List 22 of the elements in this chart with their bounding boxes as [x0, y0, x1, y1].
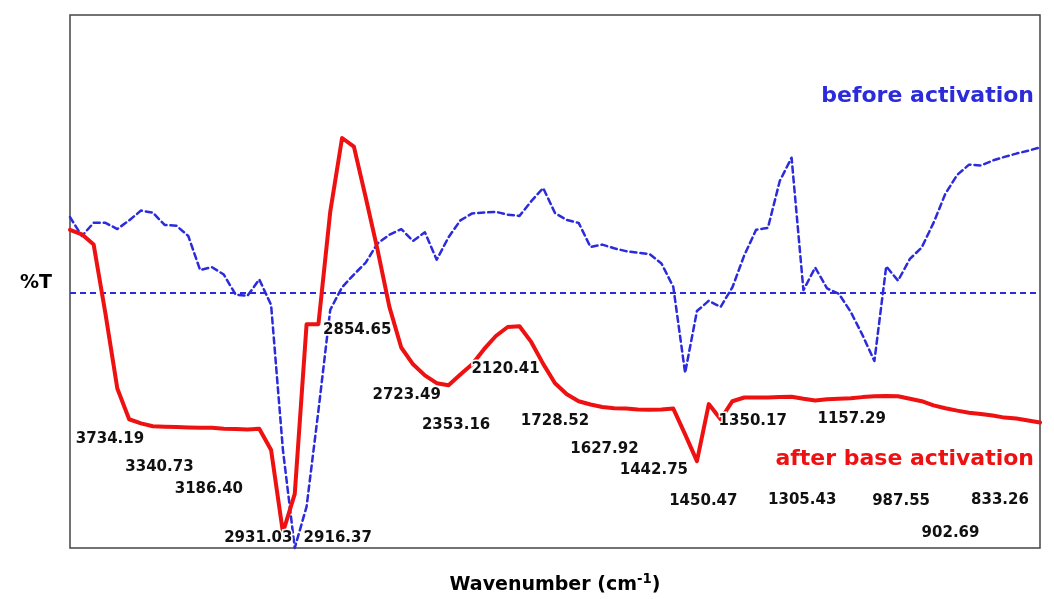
annotation: 1157.29	[817, 409, 886, 428]
series-label: after base activation	[775, 444, 1034, 470]
annotation: 1442.75	[619, 459, 689, 478]
annotation: 3734.19	[75, 429, 145, 448]
x-axis-title: Wavenumber (cm$^{-1}$)	[449, 570, 661, 594]
annotation: 1350.17	[718, 411, 787, 430]
annotation: 2916.37	[303, 528, 372, 546]
annotation: 2353.16	[421, 415, 491, 434]
annotation: 902.69	[921, 522, 980, 541]
annotation: 1305.43	[768, 490, 837, 509]
annotation: 3340.73	[125, 457, 194, 476]
series-label: before activation	[821, 82, 1034, 108]
annotation: 2931.03	[224, 528, 293, 546]
annotation: 833.26	[971, 490, 1029, 509]
annotation: 3186.40	[174, 479, 244, 498]
annotation: 1450.47	[669, 491, 738, 510]
annotation: 2723.49	[372, 385, 441, 404]
annotation: 1627.92	[570, 438, 639, 457]
annotation: 1728.52	[520, 411, 590, 430]
annotation: 987.55	[872, 491, 931, 510]
annotation: 2120.41	[471, 359, 540, 378]
y-axis-title: %T	[20, 269, 53, 292]
